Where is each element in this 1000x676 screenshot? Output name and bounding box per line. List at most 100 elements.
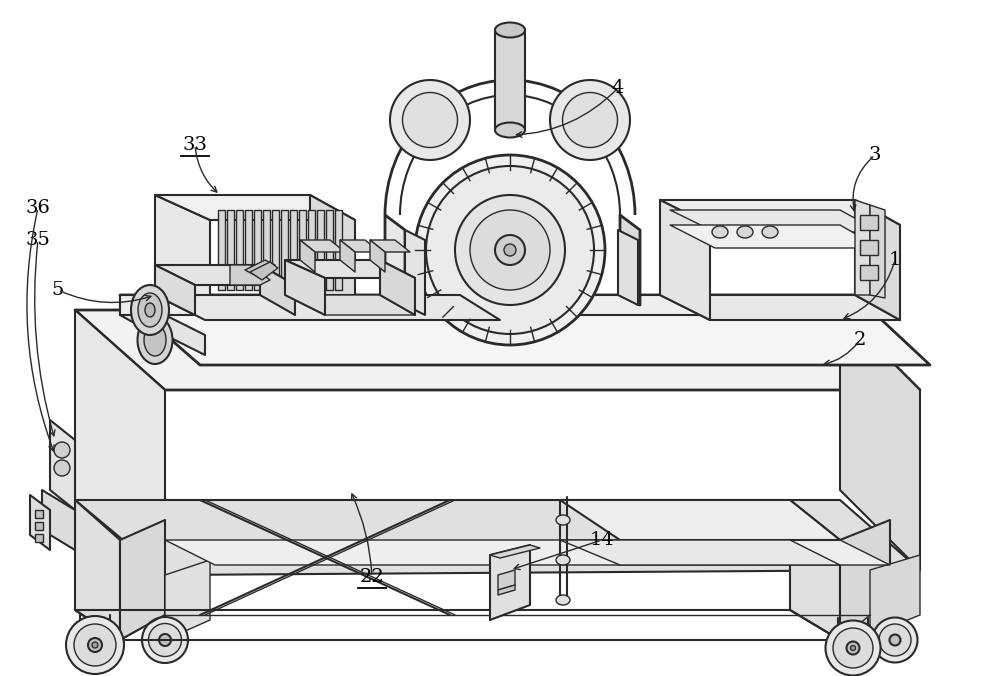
Polygon shape [218,210,225,290]
Polygon shape [155,195,355,220]
Polygon shape [120,295,855,315]
Ellipse shape [562,93,618,147]
Text: 14: 14 [590,531,614,549]
Polygon shape [370,240,385,272]
Ellipse shape [826,621,881,675]
Polygon shape [490,545,540,558]
Polygon shape [490,545,530,620]
Polygon shape [75,500,120,640]
Polygon shape [50,420,75,510]
Ellipse shape [850,646,856,650]
Polygon shape [618,230,638,305]
Ellipse shape [415,155,605,345]
Ellipse shape [142,617,188,663]
Bar [860,215,878,230]
Ellipse shape [54,442,70,458]
Text: 2: 2 [854,331,866,349]
Text: 4: 4 [612,79,624,97]
Ellipse shape [390,80,470,160]
Ellipse shape [833,628,873,668]
Polygon shape [300,240,315,272]
Ellipse shape [92,642,98,648]
Polygon shape [285,260,415,278]
Polygon shape [155,265,295,285]
Ellipse shape [470,210,550,290]
Ellipse shape [66,616,124,674]
Polygon shape [299,210,306,290]
Ellipse shape [556,555,570,565]
Polygon shape [120,520,165,640]
Polygon shape [272,210,279,290]
Ellipse shape [402,93,458,147]
Text: 5: 5 [52,281,64,299]
Polygon shape [405,230,425,315]
Ellipse shape [872,617,918,662]
Ellipse shape [138,316,173,364]
Ellipse shape [138,293,162,327]
Polygon shape [75,310,920,390]
Polygon shape [498,570,515,590]
Ellipse shape [426,166,594,334]
Polygon shape [263,210,270,290]
Polygon shape [281,210,288,290]
Polygon shape [317,210,324,290]
Ellipse shape [495,22,525,37]
Polygon shape [340,240,355,272]
Polygon shape [385,215,405,305]
Polygon shape [660,200,900,225]
Polygon shape [285,260,325,315]
Bar [860,240,878,255]
Ellipse shape [737,226,753,238]
Ellipse shape [495,122,525,137]
Ellipse shape [712,226,728,238]
Polygon shape [120,295,165,340]
Polygon shape [120,295,930,365]
Polygon shape [42,490,75,550]
Polygon shape [326,210,333,290]
Ellipse shape [131,285,169,335]
Ellipse shape [556,515,570,525]
Polygon shape [245,210,252,290]
Ellipse shape [54,460,70,476]
Polygon shape [155,265,195,315]
Text: 35: 35 [26,231,50,249]
Polygon shape [790,500,840,640]
Polygon shape [165,560,210,640]
Bar [35,522,43,530]
Text: 36: 36 [26,199,50,217]
Polygon shape [75,310,165,575]
Polygon shape [340,240,380,252]
Polygon shape [335,210,342,290]
Polygon shape [855,200,870,295]
Ellipse shape [144,324,166,356]
Polygon shape [260,265,295,315]
Polygon shape [165,540,890,565]
Ellipse shape [88,638,102,652]
Polygon shape [870,555,920,635]
Polygon shape [840,520,890,640]
Polygon shape [310,195,355,320]
Polygon shape [236,210,243,290]
Polygon shape [498,585,515,595]
Polygon shape [670,210,880,232]
Ellipse shape [504,244,516,256]
Text: 1: 1 [889,251,901,269]
Polygon shape [75,500,920,575]
Polygon shape [245,260,275,278]
Polygon shape [840,310,920,570]
Ellipse shape [74,624,116,666]
Polygon shape [560,540,840,565]
Ellipse shape [159,634,171,646]
Ellipse shape [762,226,778,238]
Polygon shape [285,295,415,315]
Bar [860,265,878,280]
Polygon shape [250,262,278,280]
Polygon shape [155,195,210,320]
Polygon shape [370,240,410,252]
Ellipse shape [890,635,900,646]
Ellipse shape [495,235,525,265]
Text: 33: 33 [182,136,208,154]
Polygon shape [670,225,880,248]
Text: 22: 22 [360,568,384,586]
Polygon shape [660,200,710,320]
